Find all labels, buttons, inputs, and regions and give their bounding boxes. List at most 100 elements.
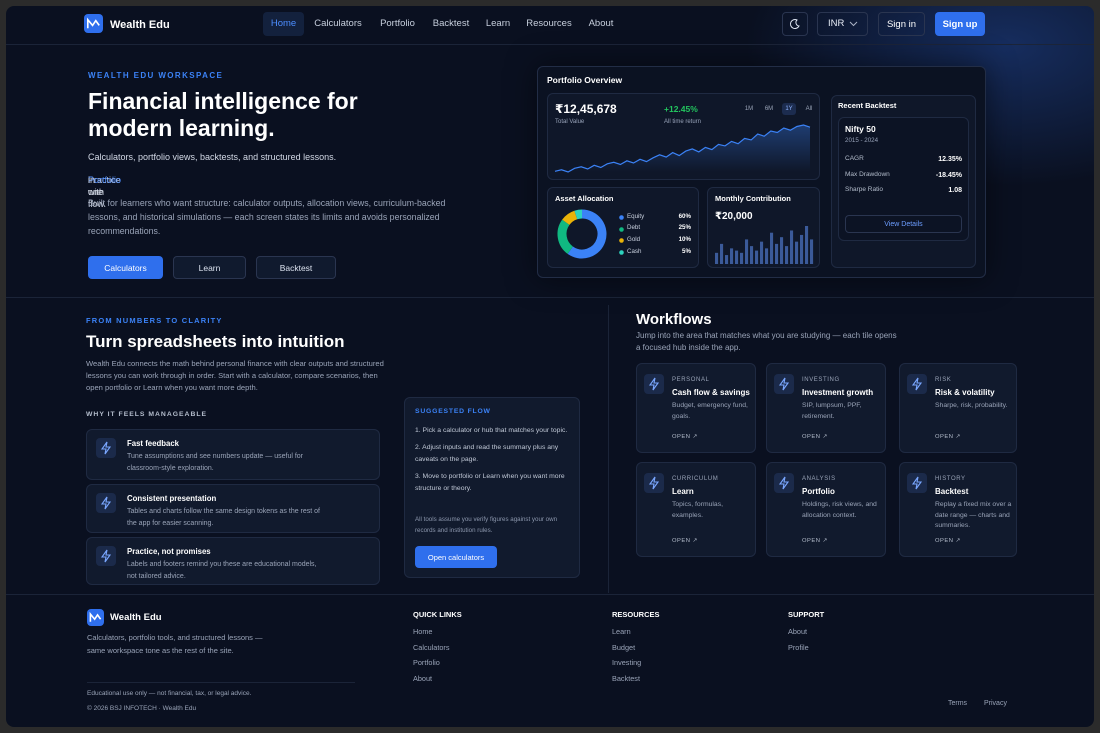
subhead: WHY IT FEELS MANAGEABLE: [86, 411, 208, 418]
tile-cta[interactable]: OPEN ↗: [935, 538, 961, 544]
bar: [730, 248, 734, 264]
legend-dot: [619, 250, 624, 255]
icon: [96, 493, 116, 513]
view-details[interactable]: View Details: [845, 215, 962, 233]
legal-link[interactable]: Privacy: [984, 700, 1007, 707]
footer-link[interactable]: Portfolio: [413, 658, 440, 667]
sign-up[interactable]: Sign up: [935, 12, 985, 36]
workflows-subtitle: Jump into the area that matches what you…: [636, 331, 897, 352]
footer-heading: SUPPORT: [788, 610, 825, 619]
footer-link[interactable]: Investing: [612, 658, 642, 667]
nav-link[interactable]: Calculators: [314, 17, 362, 29]
legal-link[interactable]: Terms: [948, 700, 968, 707]
flow-button[interactable]: Open calculators: [415, 546, 497, 568]
logo-mark: [89, 611, 102, 622]
legend-label: Cash: [627, 247, 642, 255]
footer-link[interactable]: Learn: [612, 627, 631, 636]
tile-title: Investment growth: [802, 388, 874, 397]
trend-line: [554, 124, 811, 173]
eyebrow: FROM NUMBERS TO CLARITY: [86, 316, 223, 325]
tile-tag: RISK: [935, 377, 952, 383]
monthly-title: Monthly Contribution: [715, 194, 791, 203]
total-value: ₹12,45,678: [555, 102, 617, 116]
tile-tag: CURRICULUM: [672, 476, 719, 482]
legend-swatch: [619, 238, 624, 244]
tile-tag: ANALYSIS: [802, 476, 836, 482]
footer-link[interactable]: Budget: [612, 642, 636, 652]
legend-dot: [619, 215, 624, 220]
tile-cta[interactable]: OPEN ↗: [802, 538, 828, 544]
range-button[interactable]: 6M: [764, 106, 774, 112]
nav-link[interactable]: Resources: [526, 17, 572, 29]
backtest-name: Nifty 50: [845, 124, 876, 134]
legend-value: 25%: [678, 224, 691, 232]
bar: [765, 248, 769, 264]
bar: [780, 237, 784, 264]
tile-title: Risk & volatility: [935, 388, 995, 397]
legend-value: 60%: [678, 212, 691, 220]
icon-bg: [907, 473, 927, 493]
footer-link[interactable]: About: [788, 627, 808, 636]
tile-cta[interactable]: OPEN ↗: [672, 538, 698, 544]
legend-swatch: [619, 250, 624, 255]
icon-bg: [774, 374, 794, 394]
range-button[interactable]: 1Y: [782, 103, 796, 115]
nav-link[interactable]: About: [588, 17, 614, 29]
legend-dot: [619, 238, 624, 244]
bar: [775, 243, 779, 264]
return-label: All time return: [664, 119, 702, 125]
nav-link[interactable]: Portfolio: [380, 17, 415, 29]
bar: [735, 250, 739, 264]
bar: [810, 239, 814, 264]
nav-link[interactable]: Home: [263, 12, 304, 36]
icon: [96, 438, 116, 458]
backtest-period: 2015 - 2024: [845, 137, 879, 144]
footer-divider: [6, 594, 1094, 595]
total-label: Total Value: [555, 119, 585, 125]
bar: [785, 246, 789, 264]
tile-text: Budget, emergency fund, goals.: [672, 402, 748, 420]
bar: [770, 232, 774, 264]
hero-button[interactable]: Backtest: [256, 256, 336, 279]
flow-step: 1. Pick a calculator or hub that matches…: [415, 427, 568, 434]
tile-cta[interactable]: OPEN ↗: [802, 434, 828, 440]
tile-cta[interactable]: OPEN ↗: [935, 434, 961, 440]
footer-link[interactable]: Calculators: [413, 642, 450, 652]
metric-value: 12.35%: [938, 156, 962, 163]
icon-bg: [907, 374, 927, 394]
flow-note: All tools assume you verify figures agai…: [415, 516, 558, 534]
workflow-tile[interactable]: [636, 363, 756, 453]
tile-title: Backtest: [935, 487, 969, 496]
feature-title: Fast feedback: [127, 439, 180, 448]
theme-toggle[interactable]: [782, 12, 808, 36]
chevron-line: [849, 21, 858, 27]
footer-link[interactable]: Profile: [788, 642, 809, 652]
metric-label: Sharpe Ratio: [845, 186, 883, 193]
section-title: Turn spreadsheets into intuition: [86, 332, 345, 351]
legend-label: Gold: [627, 235, 641, 243]
nav-link[interactable]: Backtest: [432, 17, 470, 29]
currency-select[interactable]: INR: [817, 12, 868, 36]
footer-heading: RESOURCES: [612, 610, 660, 619]
footer-link[interactable]: Backtest: [612, 673, 640, 683]
tile-cta[interactable]: OPEN ↗: [672, 434, 698, 440]
footer-link[interactable]: Home: [413, 627, 433, 636]
feature-text: Tune assumptions and see numbers update …: [127, 453, 304, 472]
workflows-title: Workflows: [636, 311, 712, 328]
nav-link[interactable]: Learn: [485, 17, 511, 29]
practice-link[interactable]: Portfolio: [88, 175, 122, 185]
range-button[interactable]: All: [805, 106, 813, 112]
range-button[interactable]: 1M: [744, 106, 754, 112]
donut-segment: [574, 209, 583, 220]
legend-swatch: [619, 215, 624, 220]
footer-heading: QUICK LINKS: [413, 610, 462, 619]
hero-button[interactable]: Learn: [173, 256, 246, 279]
donut-segment: [557, 219, 574, 254]
feature-title: Consistent presentation: [127, 494, 217, 503]
moon-icon: [790, 19, 800, 30]
footer-link[interactable]: About: [413, 673, 433, 683]
sign-in[interactable]: Sign in: [878, 12, 925, 36]
hero-button[interactable]: Calculators: [88, 256, 163, 279]
flow-title: SUGGESTED FLOW: [415, 408, 491, 415]
donut-segment: [562, 210, 578, 226]
